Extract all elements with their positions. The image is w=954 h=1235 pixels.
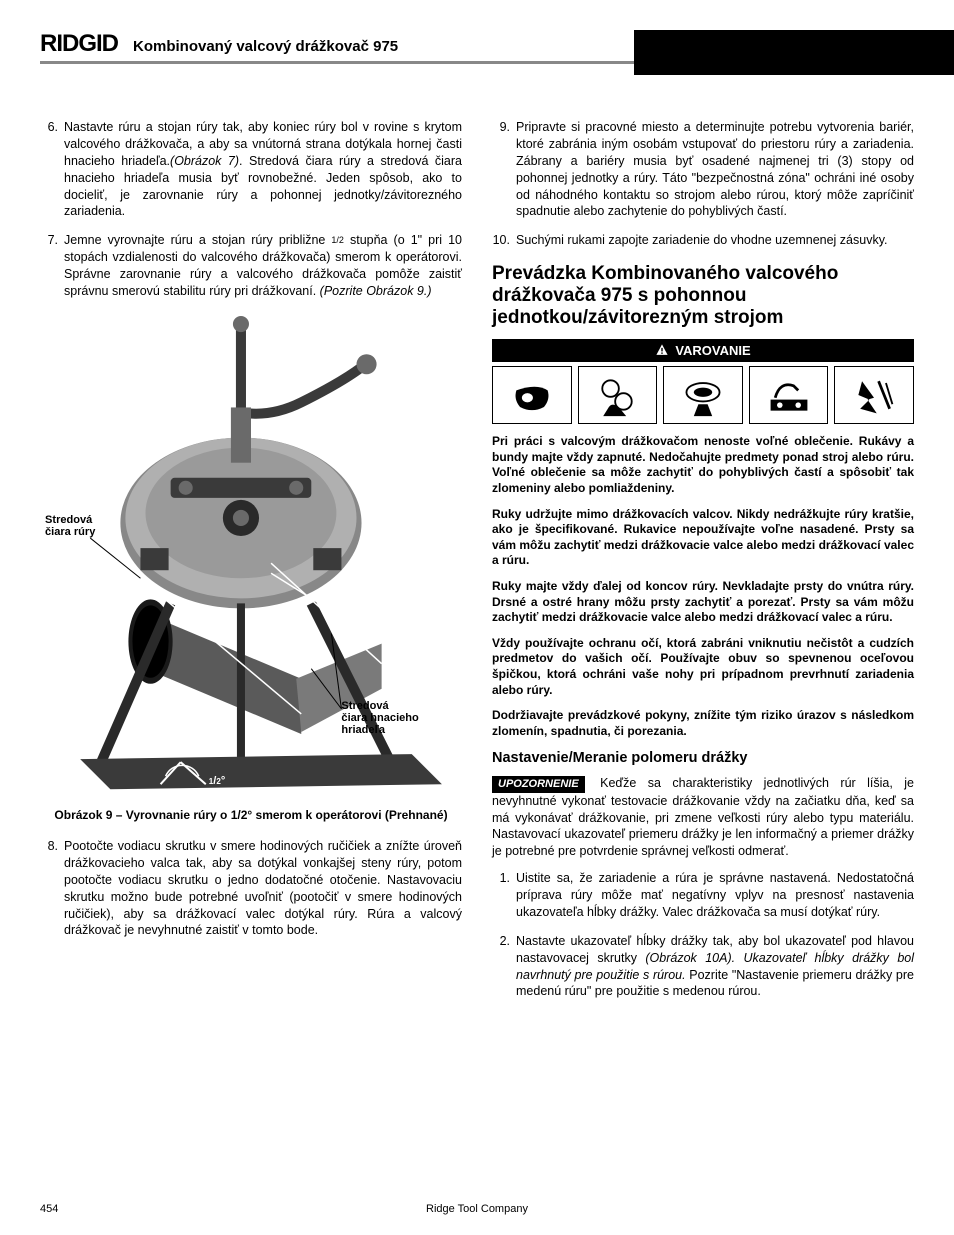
- section-heading: Prevádzka Kombinovaného valcového drážko…: [492, 263, 914, 329]
- list-item: 8. Pootočte vodiacu skrutku v smere hodi…: [40, 838, 462, 939]
- hand-rollers-icon: [578, 366, 658, 424]
- page-footer: 454 Ridge Tool Company: [40, 1203, 914, 1215]
- fig-label-rury: Stredová čiara rúry: [45, 514, 96, 538]
- item-number: 9.: [492, 119, 516, 220]
- item-text: Nastavte ukazovateľ hĺbky drážky tak, ab…: [516, 933, 914, 1001]
- list-item: 10. Suchými rukami zapojte zariadenie do…: [492, 232, 914, 249]
- warning-banner: VAROVANIE: [492, 339, 914, 363]
- item-text: Nastavte rúru a stojan rúry tak, aby kon…: [64, 119, 462, 220]
- warning-triangle-icon: [655, 343, 669, 357]
- list-item: 2. Nastavte ukazovateľ hĺbky drážky tak,…: [492, 933, 914, 1001]
- warning-paragraph: Dodržiavajte prevádzkové pokyny, znížite…: [492, 708, 914, 739]
- right-column: 9. Pripravte si pracovné miesto a determ…: [492, 119, 914, 1012]
- right-list: 9. Pripravte si pracovné miesto a determ…: [492, 119, 914, 249]
- item-text: Pootočte vodiacu skrutku v smere hodinov…: [64, 838, 462, 939]
- page-number: 454: [40, 1203, 58, 1215]
- warning-label: VAROVANIE: [675, 342, 750, 360]
- item-text: Suchými rukami zapojte zariadenie do vho…: [516, 232, 914, 249]
- figure-illustration: Stredová čiara rúry Stredová čiara hnaci…: [40, 312, 462, 794]
- list-item: 7. Jemne vyrovnajte rúru a stojan rúry p…: [40, 232, 462, 300]
- item-number: 2.: [492, 933, 516, 1001]
- item-text: Jemne vyrovnajte rúru a stojan rúry prib…: [64, 232, 462, 300]
- header-title: Kombinovaný valcový drážkovač 975: [133, 38, 398, 55]
- figure-caption: Obrázok 9 – Vyrovnanie rúry o 1/2° smero…: [40, 807, 462, 823]
- item-text: Pripravte si pracovné miesto a determinu…: [516, 119, 914, 220]
- warning-paragraph: Pri práci s valcovým drážkovačom nenoste…: [492, 434, 914, 496]
- item-number: 10.: [492, 232, 516, 249]
- warning-paragraph: Ruky udržujte mimo drážkovacích valcov. …: [492, 507, 914, 569]
- warning-icon-row: [492, 366, 914, 424]
- item-number: 8.: [40, 838, 64, 939]
- left-list-continued: 8. Pootočte vodiacu skrutku v smere hodi…: [40, 838, 462, 939]
- content-columns: 6. Nastavte rúru a stojan rúry tak, aby …: [40, 119, 914, 1012]
- notice-paragraph: UPOZORNENIE Keďže sa charakteristiky jed…: [492, 775, 914, 860]
- page: RIDGID Kombinovaný valcový drážkovač 975…: [0, 0, 954, 1235]
- notice-tag: UPOZORNENIE: [492, 776, 585, 793]
- figure-9: Stredová čiara rúry Stredová čiara hnaci…: [40, 312, 462, 823]
- brand-logo: RIDGID: [40, 30, 118, 58]
- falling-icon: [834, 366, 914, 424]
- header-black-bar: [634, 30, 954, 75]
- item-number: 7.: [40, 232, 64, 300]
- hand-pipe-icon: [663, 366, 743, 424]
- sub-list: 1. Uistite sa, že zariadenie a rúra je s…: [492, 870, 914, 1000]
- list-item: 1. Uistite sa, že zariadenie a rúra je s…: [492, 870, 914, 921]
- fig-label-hriadela: Stredová čiara hnacieho hriadeľa: [341, 700, 421, 736]
- subheading: Nastavenie/Meranie polomeru drážky: [492, 749, 914, 769]
- warning-paragraph: Ruky majte vždy ďalej od koncov rúry. Ne…: [492, 579, 914, 626]
- list-item: 6. Nastavte rúru a stojan rúry tak, aby …: [40, 119, 462, 220]
- goggles-icon: [492, 366, 572, 424]
- list-item: 9. Pripravte si pracovné miesto a determ…: [492, 119, 914, 220]
- item-number: 1.: [492, 870, 516, 921]
- left-list: 6. Nastavte rúru a stojan rúry tak, aby …: [40, 119, 462, 300]
- footer-company: Ridge Tool Company: [426, 1203, 528, 1215]
- left-column: 6. Nastavte rúru a stojan rúry tak, aby …: [40, 119, 462, 1012]
- item-text: Uistite sa, že zariadenie a rúra je sprá…: [516, 870, 914, 921]
- item-number: 6.: [40, 119, 64, 220]
- warning-paragraph: Vždy používajte ochranu očí, ktorá zabrá…: [492, 636, 914, 698]
- fig-angle-label: 1/2°: [209, 775, 225, 787]
- reach-over-icon: [749, 366, 829, 424]
